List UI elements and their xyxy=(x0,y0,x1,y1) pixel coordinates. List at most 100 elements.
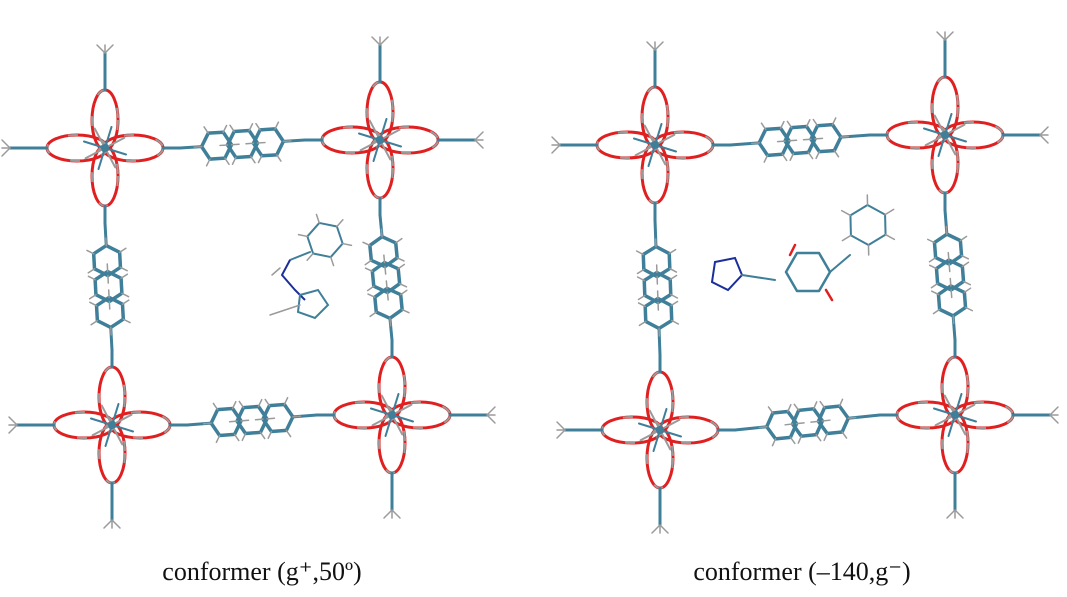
bond xyxy=(960,236,966,240)
bond xyxy=(637,251,644,255)
bond xyxy=(824,434,827,441)
bond xyxy=(929,258,935,262)
bond xyxy=(781,122,784,129)
carboxylate-loop xyxy=(932,133,958,193)
bond xyxy=(242,434,245,441)
bond xyxy=(946,227,947,234)
bond xyxy=(807,120,810,127)
bond xyxy=(841,137,848,138)
carboxylate-loop xyxy=(932,77,958,137)
bond xyxy=(785,424,792,425)
carboxylate-loop xyxy=(92,90,118,150)
bond xyxy=(964,288,970,292)
bond xyxy=(88,276,95,279)
bond xyxy=(316,214,319,223)
metal-center xyxy=(951,411,959,419)
bond xyxy=(121,274,127,278)
bond xyxy=(964,281,971,284)
bond xyxy=(638,295,644,299)
bond xyxy=(948,253,949,260)
bond xyxy=(752,143,759,144)
bond xyxy=(803,139,810,140)
bond xyxy=(834,151,838,157)
bond xyxy=(105,45,113,53)
bond xyxy=(932,291,939,294)
bond xyxy=(241,420,248,421)
carboxylate-loop xyxy=(54,412,114,438)
bond xyxy=(233,157,236,164)
bond xyxy=(652,525,660,533)
bond xyxy=(949,264,950,271)
carboxylate-loop xyxy=(642,87,668,147)
bond xyxy=(307,253,313,260)
bond xyxy=(670,276,676,280)
carboxylate-loop xyxy=(942,413,968,473)
carboxylate-loop xyxy=(658,417,718,443)
bond xyxy=(945,32,953,40)
bond xyxy=(962,262,968,266)
bond xyxy=(789,140,796,141)
caption: conformer (–140,g⁻) xyxy=(693,557,910,586)
ring xyxy=(850,205,885,245)
bond xyxy=(396,239,402,243)
carboxylate-loop xyxy=(647,372,673,432)
bond xyxy=(251,156,255,162)
bond xyxy=(552,137,560,145)
carboxylate-loop xyxy=(597,132,657,158)
ring xyxy=(786,253,830,291)
carboxylate-loop xyxy=(942,357,968,417)
bond xyxy=(788,405,791,412)
carboxylate-loop xyxy=(602,417,662,443)
bond xyxy=(813,120,817,126)
bond xyxy=(387,292,388,299)
metal-center xyxy=(656,426,664,434)
bond xyxy=(2,148,10,156)
carboxylate-loop xyxy=(379,357,405,417)
bond xyxy=(672,320,679,324)
bond xyxy=(386,281,387,288)
bond xyxy=(260,432,264,438)
bond xyxy=(475,132,483,140)
bond xyxy=(267,418,274,419)
bond xyxy=(742,275,775,280)
bond xyxy=(798,436,801,443)
bond xyxy=(284,398,287,405)
bond xyxy=(368,286,374,290)
bond xyxy=(814,402,817,409)
bond xyxy=(123,319,130,322)
bond xyxy=(204,423,211,424)
bond xyxy=(955,510,963,518)
bond xyxy=(790,153,793,160)
bond xyxy=(9,417,17,425)
bond xyxy=(120,267,127,270)
bond xyxy=(230,421,237,422)
bond xyxy=(487,407,495,415)
carboxylate-loop xyxy=(887,122,947,148)
bond xyxy=(962,256,969,259)
bond xyxy=(239,401,243,407)
figure: conformer (g⁺,50º) conformer (–140,g⁻) xyxy=(0,0,1067,597)
bond xyxy=(951,290,952,297)
carboxylate-loop xyxy=(322,127,382,153)
bond xyxy=(9,425,17,433)
carboxylate-loop xyxy=(378,127,438,153)
bond xyxy=(885,209,894,214)
carboxylate-loop xyxy=(390,402,450,428)
bond xyxy=(669,250,675,254)
bond xyxy=(401,290,407,294)
panel-right xyxy=(552,32,1058,533)
bond xyxy=(272,268,280,275)
panel-left xyxy=(2,37,495,528)
bond xyxy=(1050,407,1058,415)
bond xyxy=(797,423,804,424)
bond xyxy=(337,220,343,227)
bond xyxy=(223,125,226,132)
bond xyxy=(290,252,310,260)
carboxylate-loop xyxy=(334,402,394,428)
caption: conformer (g⁺,50º) xyxy=(162,557,361,586)
carboxylate-loop xyxy=(897,402,957,428)
bond xyxy=(886,235,895,240)
bond xyxy=(839,399,842,406)
bond xyxy=(811,421,818,422)
bond xyxy=(782,154,786,160)
